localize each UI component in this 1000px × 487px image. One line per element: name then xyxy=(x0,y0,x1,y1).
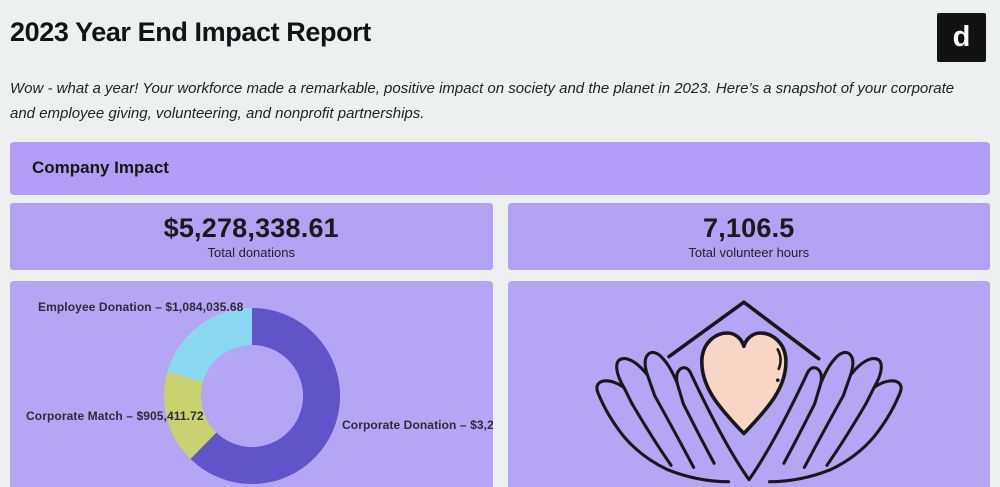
hands-heart-illustration xyxy=(595,299,903,483)
right-hand-icon xyxy=(747,350,903,483)
chart-label-corporate-donation: Corporate Donation – $3,288,... xyxy=(342,417,493,432)
stat-value-volunteer-hours: 7,106.5 xyxy=(703,212,795,243)
page-title: 2023 Year End Impact Report xyxy=(10,17,371,47)
heart-icon xyxy=(699,330,788,435)
donut-chart xyxy=(163,307,341,484)
stat-card-volunteer-hours: 7,106.5 Total volunteer hours xyxy=(507,202,990,270)
chart-label-corporate-match: Corporate Match – $905,411.72 xyxy=(26,408,204,423)
heart-dot xyxy=(775,377,780,382)
header: 2023 Year End Impact Report d xyxy=(10,10,990,62)
donut-slice-corporate-match xyxy=(163,371,217,459)
donations-donut-card: Employee Donation – $1,084,035.68 Corpor… xyxy=(10,280,493,487)
donut-slice-corporate-donation xyxy=(190,307,341,484)
section-header-company-impact: Company Impact xyxy=(10,141,990,195)
intro-text: Wow - what a year! Your workforce made a… xyxy=(10,80,955,122)
stats-row: $5,278,338.61 Total donations 7,106.5 To… xyxy=(10,202,990,270)
stat-card-total-donations: $5,278,338.61 Total donations xyxy=(10,202,493,270)
stat-label-volunteer-hours: Total volunteer hours xyxy=(688,244,810,260)
charts-row: Employee Donation – $1,084,035.68 Corpor… xyxy=(10,280,991,487)
stat-label-total-donations: Total donations xyxy=(207,244,295,260)
deed-logo: d xyxy=(937,13,986,62)
chart-label-employee-donation: Employee Donation – $1,084,035.68 xyxy=(38,299,244,314)
illustration-wrapper xyxy=(508,281,991,487)
roof-lines xyxy=(666,299,821,360)
deed-logo-letter: d xyxy=(952,21,971,53)
volunteer-illustration-card xyxy=(507,280,991,487)
heart-highlight xyxy=(776,347,782,370)
donut-slice-employee-donation xyxy=(167,307,252,382)
left-hand-icon xyxy=(595,350,751,483)
section-title: Company Impact xyxy=(32,158,169,177)
stat-value-total-donations: $5,278,338.61 xyxy=(163,212,339,243)
